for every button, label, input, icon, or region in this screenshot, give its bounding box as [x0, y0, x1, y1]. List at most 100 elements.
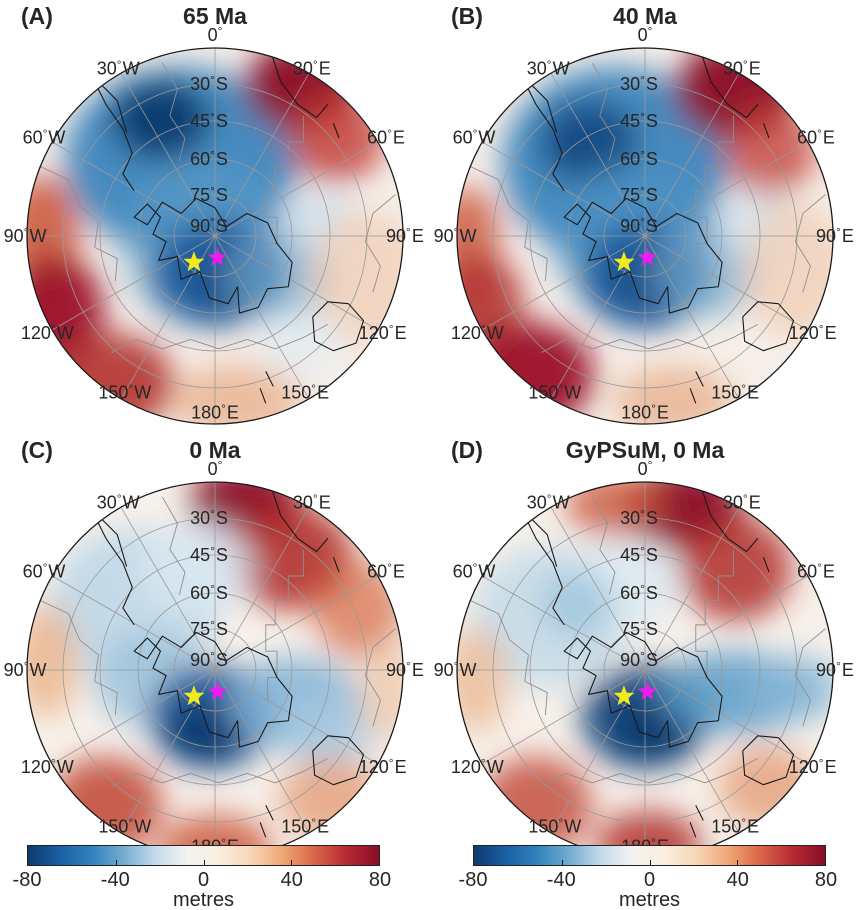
yellow-star — [613, 685, 635, 706]
lon-label: 120°W — [21, 756, 74, 777]
panel-65ma: (A) 65 Ma 0° 30°E 60°E 90°E 120°E 150°E 180°E 1… — [0, 0, 430, 435]
colorbar-tick-mark — [561, 860, 563, 865]
lat-label: 45°S — [620, 110, 658, 131]
lon-label: 120°W — [451, 322, 504, 343]
lon-label: 60°E — [797, 560, 835, 581]
lon-label: 90°E — [386, 659, 424, 680]
map-field — [27, 482, 403, 858]
colorbar-unit-label: metres — [618, 889, 681, 910]
lon-label: 60°W — [23, 560, 66, 581]
lon-label: 30°W — [97, 491, 140, 512]
lon-label: 60°E — [367, 126, 405, 147]
colorbar-tick: -80 — [12, 869, 42, 891]
lon-label: 90°W — [434, 659, 477, 680]
magenta-star — [637, 681, 657, 700]
yellow-star — [183, 685, 205, 706]
panel-title-a: 65 Ma — [183, 3, 247, 29]
lat-label: 75°S — [190, 618, 228, 639]
colorbar-tick: 40 — [726, 869, 749, 891]
lon-label: 30°E — [293, 57, 331, 78]
lon-label: 30°E — [723, 57, 761, 78]
map-65ma: 0° 30°E 60°E 90°E 120°E 150°E 180°E 150°W 120°W 9… — [0, 0, 430, 435]
lon-label: 90°W — [4, 659, 47, 680]
lon-label: 120°E — [789, 756, 837, 777]
lon-label: 150°W — [528, 381, 581, 402]
lat-label: 30°S — [190, 507, 228, 528]
lon-label: 0° — [208, 24, 223, 45]
lon-label: 0° — [208, 458, 223, 479]
lat-label: 90°S — [620, 215, 658, 236]
lon-label: 150°E — [281, 381, 329, 402]
colorbar-tick: -40 — [100, 869, 130, 891]
coastlines — [521, 488, 794, 838]
colorbar-tick: 0 — [643, 869, 656, 891]
colorbar-tick: 0 — [197, 869, 210, 891]
lat-label: 60°S — [620, 148, 658, 169]
coastlines — [521, 54, 794, 404]
colorbar-tick-mark — [737, 860, 739, 865]
magenta-star — [207, 247, 227, 266]
lon-label: 150°W — [98, 381, 151, 402]
panel-label-d: (D) — [451, 437, 483, 463]
lon-label: 120°W — [451, 756, 504, 777]
lat-label: 60°S — [190, 148, 228, 169]
yellow-star — [613, 251, 635, 272]
lon-label: 90°E — [816, 225, 854, 246]
map-0ma: 0°30°E60°E90°E120°E150°E180°E150°W120°W9… — [0, 434, 430, 869]
lon-label: 0° — [638, 458, 653, 479]
map-field — [457, 48, 833, 424]
lat-label: 75°S — [620, 618, 658, 639]
map-field — [27, 48, 403, 424]
lat-label: 75°S — [620, 184, 658, 205]
lon-label: 90°E — [386, 225, 424, 246]
lon-label: 180°E — [191, 402, 239, 423]
panel-40ma: (B) 40 Ma 0° 30°E 60°E 90°E 120°E 150°E 180°E 1… — [430, 0, 860, 435]
plate-boundaries — [470, 63, 825, 353]
colorbar-tick: 80 — [368, 869, 392, 891]
colorbar-tick-mark — [649, 860, 651, 865]
graticule — [457, 482, 833, 858]
lon-label: 90°W — [4, 225, 47, 246]
plate-boundaries — [40, 497, 395, 787]
lon-label: 150°W — [98, 815, 151, 836]
coastlines — [91, 54, 364, 404]
lon-label: 150°W — [528, 815, 581, 836]
lon-label: 60°W — [453, 560, 496, 581]
lon-label: 90°W — [434, 225, 477, 246]
lon-label: 120°E — [359, 756, 407, 777]
lat-label: 90°S — [190, 215, 228, 236]
map-40ma: 0° 30°E 60°E 90°E 120°E 150°E 180°E 150°W 120°W 9… — [430, 0, 860, 435]
lat-label: 90°S — [190, 649, 228, 670]
colorbar-left: -80 -40 0 40 80 metres — [13, 845, 391, 910]
lon-label: 30°W — [527, 57, 570, 78]
lon-label: 60°W — [23, 126, 66, 147]
lat-label: 30°S — [620, 507, 658, 528]
panel-0ma: (C) 0 Ma 0°30°E60°E90°E120°E150°E180°E15… — [0, 434, 430, 869]
lat-label: 45°S — [190, 544, 228, 565]
lon-label: 180°E — [621, 402, 669, 423]
lon-label: 120°E — [359, 322, 407, 343]
coastlines — [91, 488, 364, 838]
lat-label: 30°S — [620, 73, 658, 94]
panel-title-d: GyPSuM, 0 Ma — [565, 437, 725, 463]
lon-label: 30°E — [293, 491, 331, 512]
panel-label-a: (A) — [21, 3, 53, 29]
magenta-star — [637, 247, 657, 266]
lon-label: 60°E — [367, 560, 405, 581]
lon-label: 30°W — [97, 57, 140, 78]
graticule — [457, 48, 833, 424]
lon-label: 120°E — [789, 322, 837, 343]
lat-label: 75°S — [190, 184, 228, 205]
map-svg: 0° 30°E 60°E 90°E 120°E 150°E 180°E 150°W 120°W 9… — [4, 24, 424, 425]
colorbar-unit-label: metres — [172, 889, 235, 910]
lat-label: 30°S — [190, 73, 228, 94]
panel-gypsum-0ma: (D) GyPSuM, 0 Ma 0° 30°E 60°E 90°E 120°E 150°… — [430, 434, 860, 869]
lon-label: 30°W — [527, 491, 570, 512]
colorbar-tick-mark — [291, 860, 293, 865]
lon-label: 120°W — [21, 322, 74, 343]
lon-label: 0° — [638, 24, 653, 45]
colorbar-tick: 80 — [814, 869, 838, 891]
lon-label: 60°E — [797, 126, 835, 147]
map-svg: 0° 30°E 60°E 90°E 120°E 150°E 180°E 150°W 120°W 9… — [434, 24, 854, 425]
